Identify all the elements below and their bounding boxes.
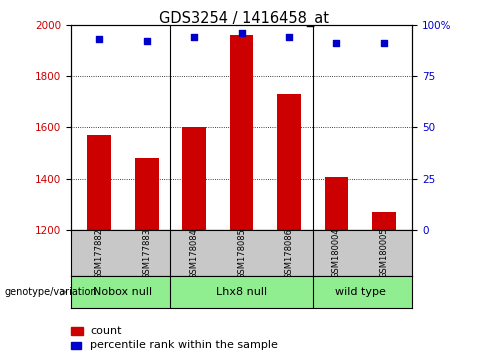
Text: count: count: [90, 326, 122, 336]
Point: [95, 36, 103, 42]
Text: GSM180005: GSM180005: [379, 228, 388, 279]
Bar: [277, 94, 301, 354]
Bar: [71, 327, 83, 335]
Text: wild type: wild type: [335, 287, 386, 297]
Text: GSM177882: GSM177882: [95, 228, 104, 279]
Point: [190, 34, 198, 40]
Point: [238, 30, 245, 36]
Text: GSM178084: GSM178084: [190, 228, 199, 279]
Text: GSM178086: GSM178086: [285, 228, 293, 279]
Bar: [182, 127, 206, 354]
Text: Nobox null: Nobox null: [93, 287, 153, 297]
Text: percentile rank within the sample: percentile rank within the sample: [90, 340, 278, 350]
Bar: [87, 135, 111, 354]
Bar: [325, 177, 348, 354]
Bar: [372, 212, 396, 354]
Point: [285, 34, 293, 40]
Point: [380, 40, 388, 46]
Bar: [71, 342, 81, 349]
Text: Lhx8 null: Lhx8 null: [216, 287, 267, 297]
Text: GSM180004: GSM180004: [332, 228, 341, 279]
Bar: [230, 35, 253, 354]
Text: GDS3254 / 1416458_at: GDS3254 / 1416458_at: [159, 11, 329, 27]
Text: GSM177883: GSM177883: [142, 228, 151, 279]
Point: [332, 40, 340, 46]
Bar: [135, 158, 159, 354]
Point: [143, 38, 151, 44]
Text: GSM178085: GSM178085: [237, 228, 246, 279]
Text: genotype/variation: genotype/variation: [5, 287, 98, 297]
